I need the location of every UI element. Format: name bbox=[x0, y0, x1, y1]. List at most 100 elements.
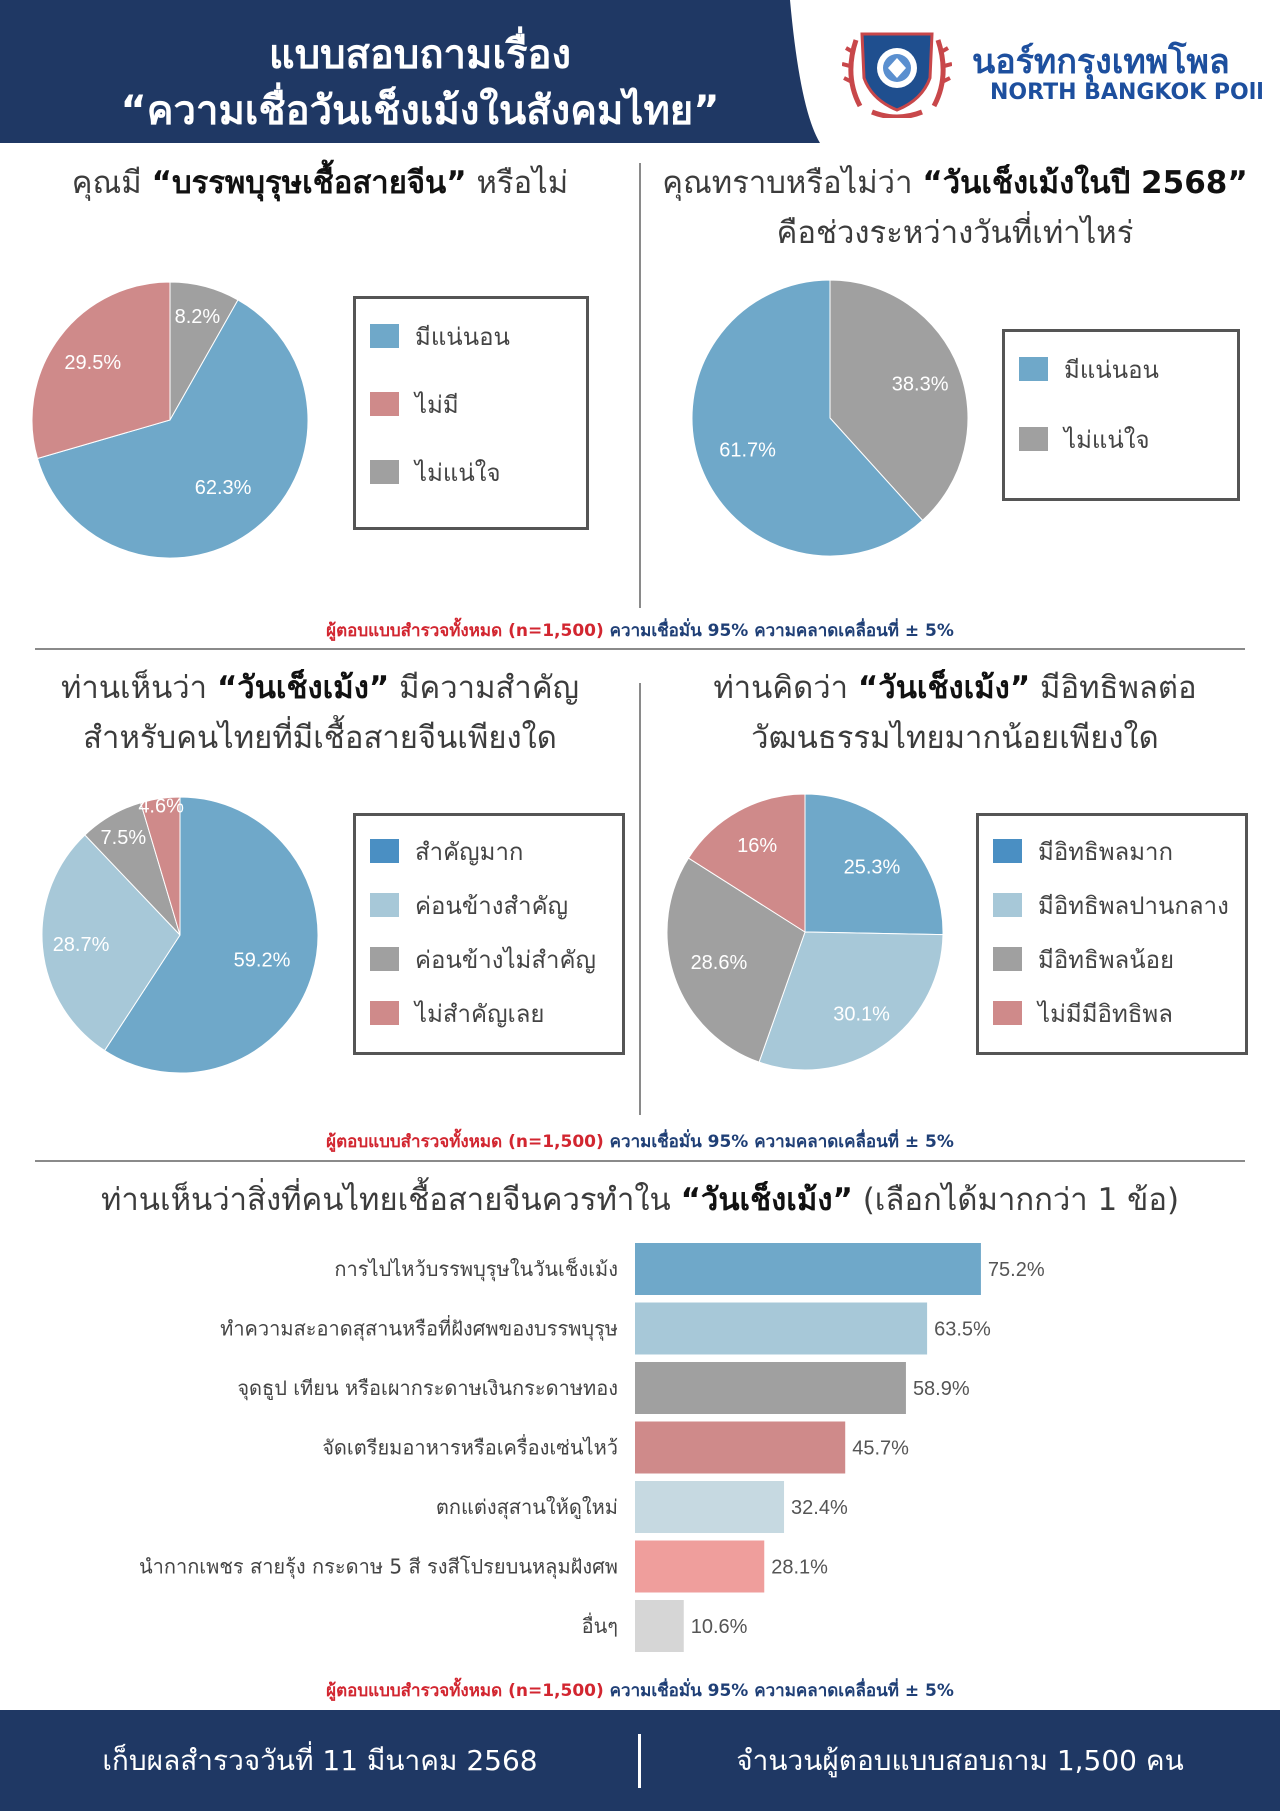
q1-legend-label: มีแน่นอน bbox=[415, 322, 510, 351]
footnote-2: ผู้ตอบแบบสำรวจทั้งหมด (n=1,500) ความเชื่… bbox=[0, 1128, 1280, 1155]
q2-title-bold: “วันเช็งเม้งในปี 2568” bbox=[922, 165, 1248, 201]
q4-legend: มีอิทธิพลมากมีอิทธิพลปานกลางมีอิทธิพลน้อ… bbox=[976, 813, 1248, 1055]
q2-legend: มีแน่นอนไม่แน่ใจ bbox=[1002, 329, 1240, 501]
divider-vertical-middle bbox=[639, 683, 641, 1115]
q4-legend-label: มีอิทธิพลน้อย bbox=[1038, 945, 1175, 974]
q1-pie-chart: 8.2% 62.3% 29.5% bbox=[31, 281, 309, 559]
q2-legend-swatch bbox=[1019, 427, 1048, 451]
q3-legend-label: สำคัญมาก bbox=[415, 837, 524, 866]
q3-title-post: มีความสำคัญ bbox=[389, 670, 579, 706]
q4-legend-item: ไม่มีมีอิทธิพล bbox=[993, 998, 1173, 1028]
q2-slice-0 bbox=[691, 279, 924, 557]
header-title-line1: แบบสอบถามเรื่อง bbox=[268, 32, 572, 78]
q5-title: ท่านเห็นว่าสิ่งที่คนไทยเชื้อสายจีนควรทำใ… bbox=[20, 1175, 1260, 1225]
q1-slice-label-2: 8.2% bbox=[175, 306, 221, 328]
q5-title-pre: ท่านเห็นว่าสิ่งที่คนไทยเชื้อสายจีนควรทำใ… bbox=[100, 1182, 681, 1218]
header-title-line2: “ความเชื่อวันเช็งเม้งในสังคมไทย” bbox=[120, 88, 720, 134]
footnote-2-sample: ผู้ตอบแบบสำรวจทั้งหมด (n=1,500) bbox=[326, 1132, 604, 1152]
q1-legend-item: มีแน่นอน bbox=[370, 321, 510, 351]
q1-legend-item: ไม่มี bbox=[370, 389, 459, 419]
q1-slice-1 bbox=[31, 281, 171, 460]
q3-legend-label: ไม่สำคัญเลย bbox=[415, 999, 545, 1028]
q4-slice-label-3: 16% bbox=[737, 835, 777, 857]
q4-pie-chart: 25.3% 30.1% 28.6% 16% bbox=[666, 793, 944, 1071]
q1-legend: มีแน่นอนไม่มีไม่แน่ใจ bbox=[353, 296, 589, 530]
q3-legend-swatch bbox=[370, 893, 399, 917]
footnote-3-confidence: ความเชื่อมั่น 95% ความคลาดเคลื่อนที่ ± 5… bbox=[603, 1681, 954, 1701]
q4-legend-label: มีอิทธิพลมาก bbox=[1038, 837, 1174, 866]
bar bbox=[635, 1421, 846, 1474]
q4-slice-3 bbox=[687, 793, 806, 933]
bar bbox=[635, 1302, 928, 1355]
q2-legend-item: ไม่แน่ใจ bbox=[1019, 424, 1150, 454]
q4-title-line2: วัฒนธรรมไทยมากน้อยเพียงใด bbox=[751, 720, 1159, 756]
q2-slice-1 bbox=[829, 279, 969, 522]
q4-slice-2 bbox=[666, 857, 806, 1063]
bar-value-label: 45.7% bbox=[852, 1438, 909, 1460]
q1-legend-swatch bbox=[370, 324, 399, 348]
q1-legend-swatch bbox=[370, 392, 399, 416]
q2-legend-label: มีแน่นอน bbox=[1064, 355, 1159, 384]
q4-slice-label-2: 28.6% bbox=[691, 952, 748, 974]
q4-legend-swatch bbox=[993, 839, 1022, 863]
q4-legend-label: มีอิทธิพลปานกลาง bbox=[1038, 891, 1229, 920]
footnote-1-confidence: ความเชื่อมั่น 95% ความคลาดเคลื่อนที่ ± 5… bbox=[603, 621, 954, 641]
q1-legend-item: ไม่แน่ใจ bbox=[370, 457, 501, 487]
q3-legend-label: ค่อนข้างไม่สำคัญ bbox=[415, 945, 596, 974]
bar-category-label: การไปไหว้บรรพบุรุษในวันเช็งเม้ง bbox=[334, 1256, 618, 1282]
footnote-1: ผู้ตอบแบบสำรวจทั้งหมด (n=1,500) ความเชื่… bbox=[0, 617, 1280, 644]
q2-title-line1: คุณทราบหรือไม่ว่า “วันเช็งเม้งในปี 2568” bbox=[650, 158, 1260, 208]
q2-slice-label-0: 61.7% bbox=[719, 440, 776, 462]
q3-slice-0 bbox=[103, 796, 319, 1074]
q2-slice-label-1: 38.3% bbox=[892, 373, 949, 395]
q1-title-post: หรือไม่ bbox=[466, 165, 569, 201]
q4-legend-item: มีอิทธิพลปานกลาง bbox=[993, 890, 1229, 920]
bar-category-label: ทำความสะอาดสุสานหรือที่ฝังศพของบรรพบุรุษ bbox=[220, 1315, 618, 1342]
bar-value-label: 58.9% bbox=[913, 1378, 970, 1400]
q1-slice-label-0: 62.3% bbox=[195, 477, 252, 499]
q5-title-post: (เลือกได้มากกว่า 1 ข้อ) bbox=[852, 1182, 1180, 1218]
university-seal-icon bbox=[842, 32, 952, 118]
header-band bbox=[0, 0, 820, 143]
header: แบบสอบถามเรื่อง “ความเชื่อวันเช็งเม้งในส… bbox=[0, 0, 1280, 143]
q4-title-pre: ท่านคิดว่า bbox=[713, 670, 858, 706]
q4-legend-swatch bbox=[993, 893, 1022, 917]
q3-title-line1: ท่านเห็นว่า “วันเช็งเม้ง” มีความสำคัญ bbox=[20, 663, 620, 713]
q4-title-line1: ท่านคิดว่า “วันเช็งเม้ง” มีอิทธิพลต่อ bbox=[650, 663, 1260, 713]
footnote-3: ผู้ตอบแบบสำรวจทั้งหมด (n=1,500) ความเชื่… bbox=[0, 1677, 1280, 1704]
q4-slice-0 bbox=[804, 793, 944, 936]
brand-name-thai: นอร์ทกรุงเทพโพล bbox=[972, 42, 1230, 82]
footnote-3-sample: ผู้ตอบแบบสำรวจทั้งหมด (n=1,500) bbox=[326, 1681, 604, 1701]
footnote-2-confidence: ความเชื่อมั่น 95% ความคลาดเคลื่อนที่ ± 5… bbox=[603, 1132, 954, 1152]
q3-legend-label: ค่อนข้างสำคัญ bbox=[415, 891, 569, 920]
q5-bar-chart: การไปไหว้บรรพบุรุษในวันเช็งเม้ง 75.2% ทำคว… bbox=[139, 1243, 1045, 1652]
q4-slice-1 bbox=[758, 931, 944, 1071]
q4-slice-label-0: 25.3% bbox=[844, 856, 901, 878]
q3-legend-swatch bbox=[370, 1001, 399, 1025]
q1-slice-0 bbox=[36, 299, 309, 559]
bar bbox=[635, 1600, 684, 1652]
q3-title: ท่านเห็นว่า “วันเช็งเม้ง” มีความสำคัญ สำ… bbox=[20, 663, 620, 763]
q3-slice-label-2: 7.5% bbox=[101, 827, 147, 849]
footer-respondents: จำนวนผู้ตอบแบบสอบถาม 1,500 คน bbox=[736, 1744, 1184, 1777]
bar-category-label: อื่นๆ bbox=[582, 1612, 618, 1638]
bar bbox=[635, 1540, 765, 1593]
bar bbox=[635, 1362, 906, 1414]
q4-legend-label: ไม่มีมีอิทธิพล bbox=[1038, 999, 1173, 1028]
q1-title-pre: คุณมี bbox=[71, 165, 152, 201]
bar-value-label: 10.6% bbox=[691, 1616, 748, 1638]
divider-horizontal-1 bbox=[35, 648, 1245, 650]
q2-title: คุณทราบหรือไม่ว่า “วันเช็งเม้งในปี 2568”… bbox=[650, 158, 1260, 258]
q1-title-bold: “บรรพบุรุษเชื้อสายจีน” bbox=[151, 165, 467, 201]
q2-legend-item: มีแน่นอน bbox=[1019, 354, 1159, 384]
q4-legend-swatch bbox=[993, 947, 1022, 971]
q1-slice-label-1: 29.5% bbox=[64, 352, 121, 374]
q3-legend: สำคัญมากค่อนข้างสำคัญค่อนข้างไม่สำคัญไม่… bbox=[353, 813, 625, 1055]
bar-category-label: จัดเตรียมอาหารหรือเครื่องเซ่นไหว้ bbox=[322, 1434, 618, 1460]
q3-title-bold: “วันเช็งเม้ง” bbox=[216, 670, 390, 706]
q3-slice-label-3: 4.6% bbox=[138, 795, 184, 817]
q3-legend-item: ไม่สำคัญเลย bbox=[370, 998, 545, 1028]
q3-legend-swatch bbox=[370, 839, 399, 863]
footer: เก็บผลสำรวจวันที่ 11 มีนาคม 2568 จำนวนผู… bbox=[0, 1710, 1280, 1811]
bar bbox=[635, 1243, 981, 1295]
